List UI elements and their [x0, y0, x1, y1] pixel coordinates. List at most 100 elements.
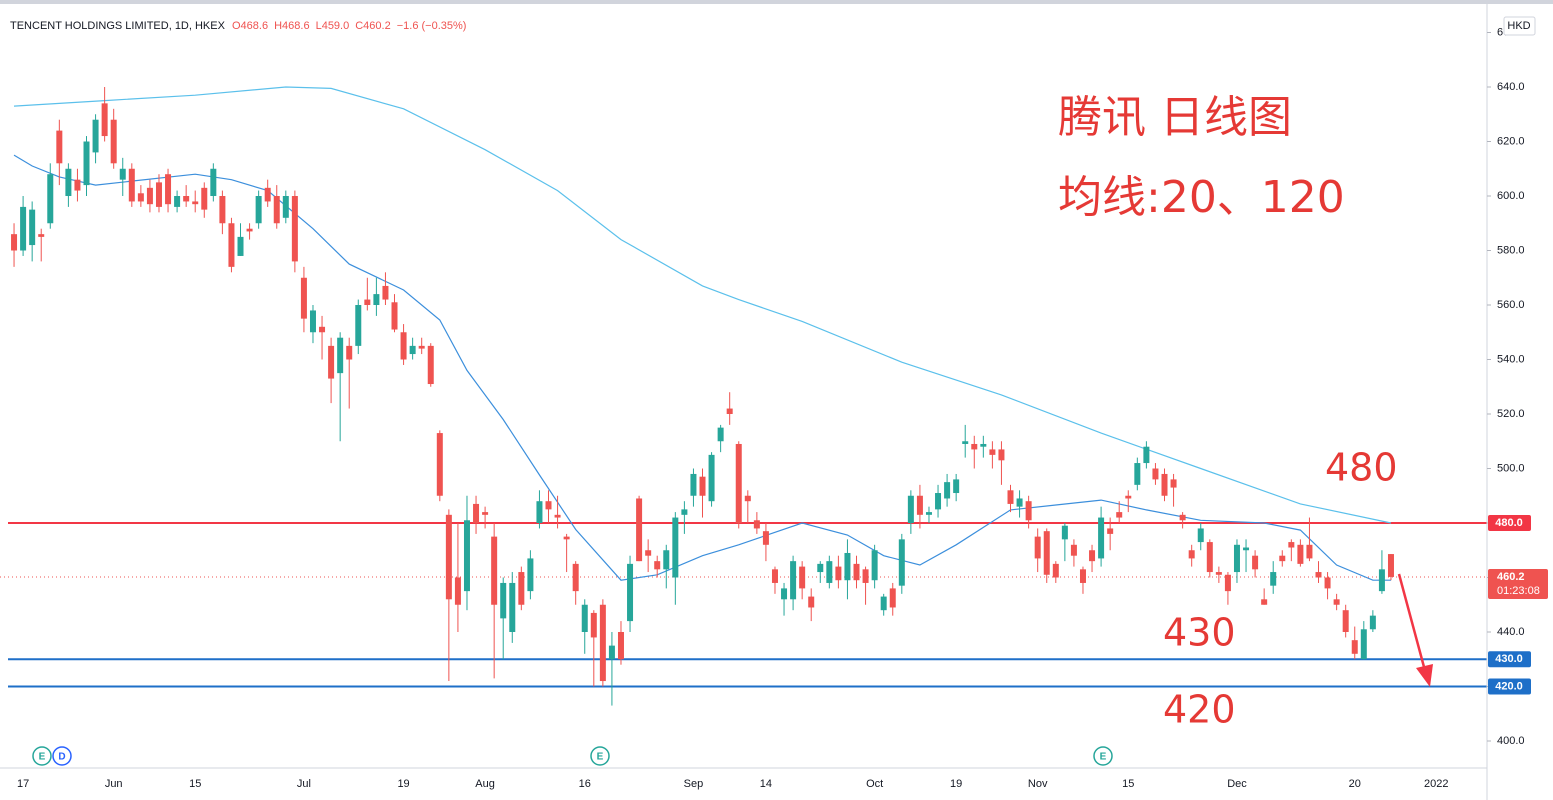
candle-body	[165, 174, 172, 205]
candle-body	[1387, 554, 1394, 577]
legend-value: O468.6	[232, 20, 268, 32]
candle-body	[536, 501, 543, 523]
annotation: 均线:20、120	[1058, 172, 1345, 223]
candle-body	[1270, 572, 1277, 586]
candle-body	[1107, 528, 1114, 534]
x-tick-label: 2022	[1424, 778, 1448, 790]
candle-body	[862, 569, 869, 583]
candle-body	[1170, 479, 1177, 488]
candle-body	[925, 512, 932, 515]
candle-body	[645, 550, 652, 556]
candle-body	[300, 277, 307, 319]
candle-body	[463, 520, 470, 592]
candle-body	[137, 193, 144, 202]
x-tick-label: Aug	[475, 778, 495, 790]
candle-body	[1315, 572, 1322, 578]
annotation: 480	[1325, 446, 1398, 490]
legend-value: L459.0	[316, 20, 350, 32]
candle-body	[889, 588, 896, 608]
candle-body	[1206, 542, 1213, 573]
countdown: 01:23:08	[1497, 585, 1540, 597]
candle-body	[1297, 544, 1304, 564]
candle-body	[454, 577, 461, 605]
currency: HKD	[1507, 20, 1530, 32]
candle-body	[291, 196, 298, 262]
event-label: E	[39, 752, 46, 763]
candle-body	[1116, 512, 1123, 518]
candle-body	[1043, 531, 1050, 575]
candle-body	[1252, 555, 1259, 570]
x-tick-label: 14	[760, 778, 772, 790]
candle-body	[83, 141, 90, 186]
candle-body	[210, 168, 217, 197]
candle-body	[482, 512, 489, 515]
candle-body	[627, 563, 634, 622]
candle-body	[110, 119, 117, 164]
candle-body	[355, 305, 362, 346]
candle-body	[500, 582, 507, 619]
candle-body	[319, 326, 326, 333]
candle-body	[346, 345, 353, 360]
candle-body	[1079, 569, 1086, 583]
candle-body	[1070, 544, 1077, 556]
candle-body	[228, 223, 235, 267]
price-label-box	[1488, 514, 1531, 531]
event-label: D	[58, 752, 65, 763]
candle-body	[527, 558, 534, 592]
candle-body	[192, 201, 199, 205]
event-marker	[590, 746, 610, 766]
candle-body	[762, 531, 769, 545]
x-tick-label: Nov	[1028, 778, 1048, 790]
x-tick-label: 15	[189, 778, 201, 790]
y-tick-label: 620.0	[1497, 135, 1525, 147]
candle-body	[708, 454, 715, 502]
candle-body	[672, 517, 679, 578]
candle-body	[989, 449, 996, 455]
candle-body	[119, 168, 126, 180]
candle-body	[663, 550, 670, 570]
arrow	[1397, 573, 1433, 687]
x-tick-label: 15	[1122, 778, 1134, 790]
candle-body	[38, 234, 45, 237]
candle-body	[445, 514, 452, 600]
candle-body	[273, 196, 280, 224]
candle-body	[808, 596, 815, 608]
y-tick-label: 540.0	[1497, 353, 1525, 365]
candle-body	[545, 501, 552, 510]
symbol-title: TENCENT HOLDINGS LIMITED, 1D, HKEX	[10, 20, 226, 32]
candle-body	[1052, 563, 1059, 578]
candle-body	[1025, 501, 1032, 521]
candle-body	[781, 588, 788, 600]
candle-body	[373, 294, 380, 306]
candle-body	[47, 174, 54, 224]
event-marker	[52, 746, 72, 766]
candle-body	[581, 604, 588, 632]
currency-badge	[1503, 16, 1536, 36]
candle-body	[572, 563, 579, 592]
candle-body	[92, 119, 99, 153]
candle-body	[183, 196, 190, 202]
event-marker	[32, 746, 52, 766]
price-label-box	[1488, 651, 1531, 668]
candle-body	[509, 582, 516, 632]
price-label-box	[1488, 678, 1531, 695]
candle-body	[835, 566, 842, 581]
candle-body	[590, 612, 597, 638]
candle-body	[617, 631, 624, 660]
candle-body	[282, 196, 289, 218]
candle-body	[826, 561, 833, 583]
candle-body	[128, 168, 135, 202]
candle-body	[1369, 615, 1376, 630]
legend-value: C460.2	[355, 20, 390, 32]
x-tick-label: Jun	[105, 778, 123, 790]
last-price-box	[1488, 568, 1548, 599]
x-tick-label: Jul	[297, 778, 311, 790]
candle-body	[1215, 572, 1222, 575]
candle-body	[880, 596, 887, 611]
candle-body	[56, 130, 63, 164]
candle-body	[690, 473, 697, 496]
candle-body	[1351, 640, 1358, 654]
candle-body	[1125, 495, 1132, 499]
candle-body	[1324, 577, 1331, 589]
